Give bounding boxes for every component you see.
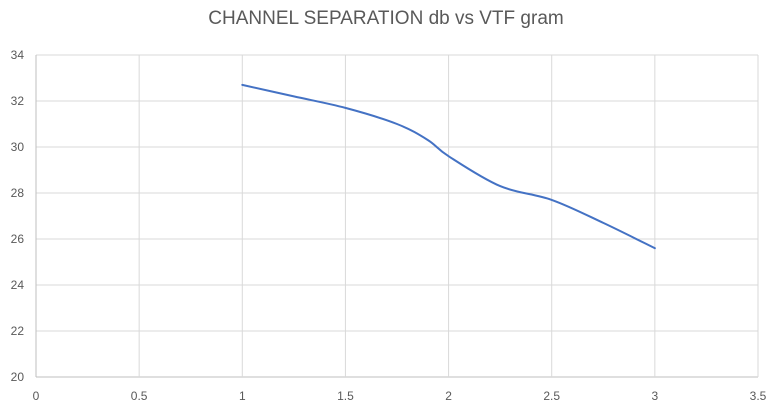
x-tick-label: 2 — [445, 389, 452, 403]
y-tick-label: 26 — [11, 232, 25, 246]
x-tick-label: 3 — [652, 389, 659, 403]
y-tick-label: 28 — [11, 186, 25, 200]
x-tick-label: 0 — [33, 389, 40, 403]
gridlines — [35, 54, 759, 378]
y-tick-label: 24 — [11, 278, 25, 292]
y-tick-label: 20 — [11, 370, 25, 384]
y-tick-label: 22 — [11, 324, 25, 338]
y-tick-label: 30 — [11, 140, 25, 154]
x-tick-label: 1 — [239, 389, 246, 403]
x-tick-label: 3.5 — [750, 389, 767, 403]
data-series — [241, 83, 656, 250]
series-line — [241, 83, 656, 250]
y-tick-label: 32 — [11, 94, 25, 108]
tick-labels: 20 22 24 26 28 30 32 34 0 0.5 1 1.5 2 2.5 3 3.5 — [11, 48, 767, 403]
chart-title: CHANNEL SEPARATION db vs VTF gram — [208, 8, 564, 29]
y-tick-label: 34 — [11, 48, 25, 62]
x-tick-label: 1.5 — [337, 389, 354, 403]
x-tick-label: 0.5 — [131, 389, 148, 403]
x-tick-label: 2.5 — [543, 389, 560, 403]
